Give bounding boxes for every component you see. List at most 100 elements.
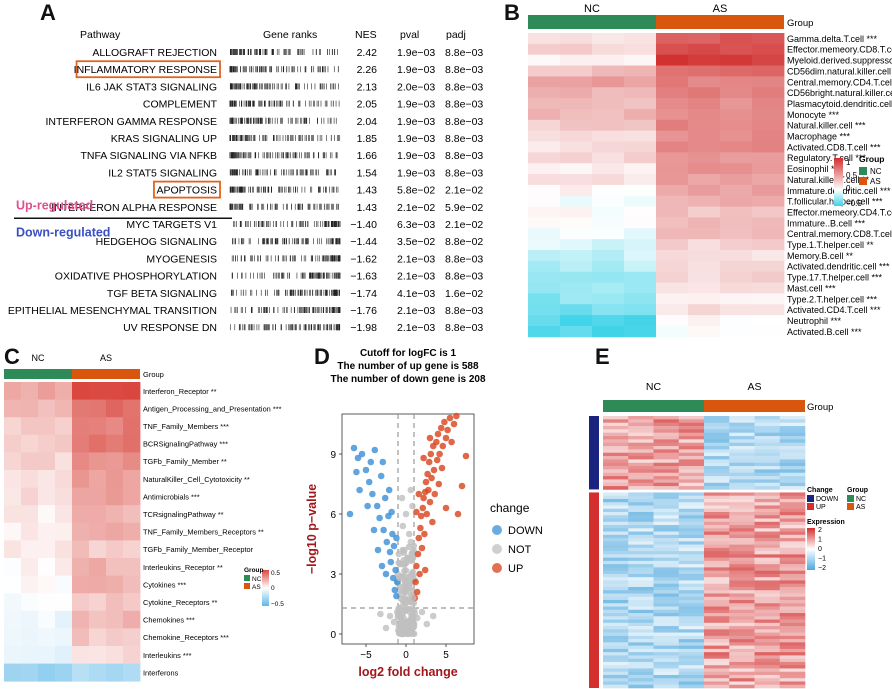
heatmap-cell — [704, 442, 730, 447]
group-label-nc: NC — [32, 353, 45, 363]
legend-swatch-up — [492, 563, 502, 573]
legend-down-label: DOWN — [816, 496, 838, 503]
heatmap-cell — [720, 271, 753, 283]
header-nes: NES — [355, 29, 377, 41]
legend-nc-swatch — [859, 167, 867, 175]
heatmap-cell — [704, 560, 730, 565]
heatmap-cell — [688, 206, 721, 218]
heatmap-cell — [656, 304, 689, 316]
heatmap-cell — [729, 426, 755, 430]
heatmap-cell — [678, 432, 705, 437]
heatmap-cell — [779, 596, 806, 601]
heatmap-cell — [754, 567, 781, 571]
gene-rank-barcode — [230, 307, 341, 313]
nes-value: 2.04 — [357, 116, 378, 128]
legend-group-title: Group — [244, 567, 264, 574]
heatmap-cell — [729, 629, 755, 633]
heatmap-cell — [729, 459, 755, 464]
heatmap-cell — [624, 184, 657, 197]
heatmap-cell — [752, 293, 785, 305]
heatmap-cell — [754, 652, 781, 656]
heatmap-cell — [628, 583, 654, 588]
pval-value: 3.5e−02 — [397, 236, 435, 248]
heatmap-cell — [72, 558, 90, 576]
heatmap-cell — [729, 577, 755, 581]
heatmap-cell — [528, 108, 561, 121]
heatmap-cell — [528, 260, 561, 273]
heatmap-cell — [729, 626, 755, 630]
heatmap-cell — [38, 628, 56, 647]
down-gene-block — [603, 416, 806, 490]
heatmap-cell — [55, 593, 73, 612]
heatmap-cell — [704, 616, 730, 620]
legend-tick: 0 — [846, 184, 851, 193]
point-not — [405, 624, 412, 632]
point-up — [427, 450, 435, 458]
deg-heatmap: NCASGroupDOWNUPChangeDOWNUPGroupNCASExpr… — [585, 381, 868, 689]
heatmap-cell — [688, 76, 721, 88]
heatmap-cell — [72, 399, 90, 418]
pathway-name: INFLAMMATORY RESPONSE — [74, 64, 217, 76]
heatmap-cell — [729, 616, 755, 620]
nes-value: 1.66 — [357, 150, 378, 162]
heatmap-cell — [624, 76, 657, 88]
heatmap-cell — [720, 293, 753, 305]
heatmap-cell — [603, 419, 629, 423]
heatmap-row — [528, 239, 785, 251]
series-up — [411, 412, 470, 602]
point-not — [396, 574, 403, 582]
heatmap-cell — [779, 642, 806, 646]
legend-down-swatch — [807, 495, 814, 502]
heatmap-cell — [653, 426, 680, 430]
heatmap-cell — [528, 54, 561, 66]
heatmap-cell — [678, 472, 705, 477]
heatmap-cell — [106, 628, 124, 647]
heatmap-cell — [688, 87, 721, 99]
heatmap-cell — [754, 479, 781, 484]
heatmap-cell — [688, 184, 721, 197]
heatmap-row — [4, 452, 141, 471]
heatmap-cell — [720, 87, 753, 99]
heatmap-cell — [628, 456, 654, 460]
heatmap-cell — [729, 665, 755, 669]
heatmap-cell — [628, 655, 654, 659]
heatmap-cell — [729, 452, 755, 457]
padj-value: 8.8e−03 — [445, 99, 483, 111]
heatmap-cell — [704, 661, 730, 666]
heatmap-cell — [592, 217, 625, 229]
heatmap-cell — [560, 65, 593, 77]
heatmap-row — [4, 505, 141, 524]
heatmap-cell — [656, 65, 689, 77]
nes-value: 1.85 — [357, 133, 378, 145]
heatmap-cell — [704, 528, 730, 532]
heatmap-cell — [592, 43, 625, 56]
heatmap-cell — [656, 152, 689, 164]
heatmap-cell — [779, 416, 806, 420]
heatmap-cell — [729, 442, 755, 447]
heatmap-row — [528, 217, 785, 229]
heatmap-cell — [624, 228, 657, 240]
heatmap-cell — [688, 293, 721, 305]
heatmap-cell — [653, 505, 680, 510]
heatmap-cell — [678, 580, 705, 585]
group-row-label: Group — [787, 18, 813, 29]
heatmap-cell — [653, 492, 680, 496]
heatmap-cell — [653, 642, 680, 646]
heatmap-cell — [628, 629, 654, 633]
heatmap-cell — [653, 554, 680, 558]
heatmap-cell — [729, 518, 755, 523]
point-up — [420, 494, 427, 502]
heatmap-cell — [704, 639, 730, 643]
heatmap-cell — [779, 528, 806, 532]
pathway-name: IL6 JAK STAT3 SIGNALING — [86, 81, 217, 93]
heatmap-cell — [628, 482, 654, 487]
legend-nc-swatch — [847, 495, 854, 502]
heatmap-cell — [754, 486, 781, 490]
heatmap-cell — [55, 522, 73, 541]
heatmap-cell — [528, 43, 561, 56]
heatmap-cell — [89, 540, 107, 559]
heatmap-cell — [678, 586, 705, 591]
point-up — [413, 508, 420, 516]
heatmap-cell — [628, 505, 654, 510]
row-group-label-down: DOWN — [585, 438, 586, 468]
